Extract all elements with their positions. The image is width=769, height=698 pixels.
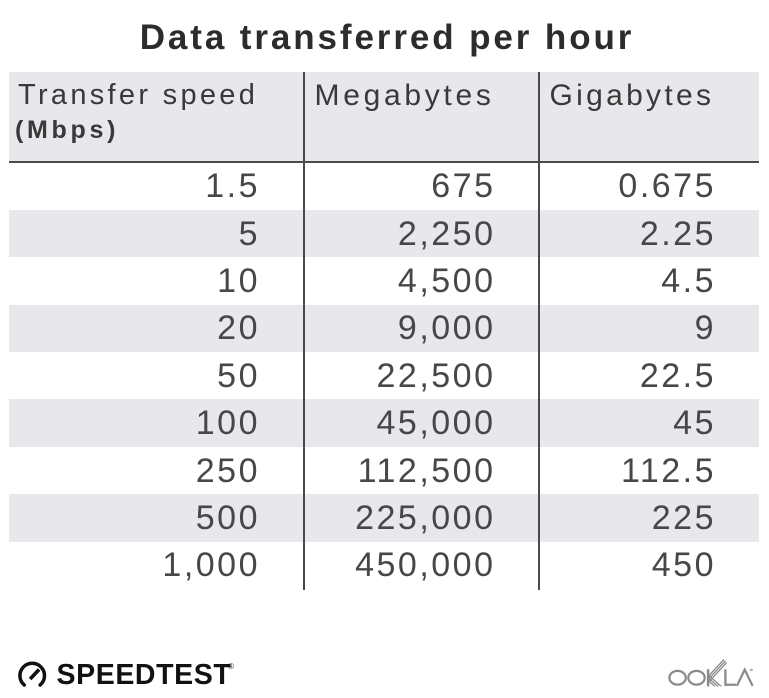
svg-text:®: ® xyxy=(228,662,234,671)
svg-text:SPEEDTEST: SPEEDTEST xyxy=(57,659,232,691)
